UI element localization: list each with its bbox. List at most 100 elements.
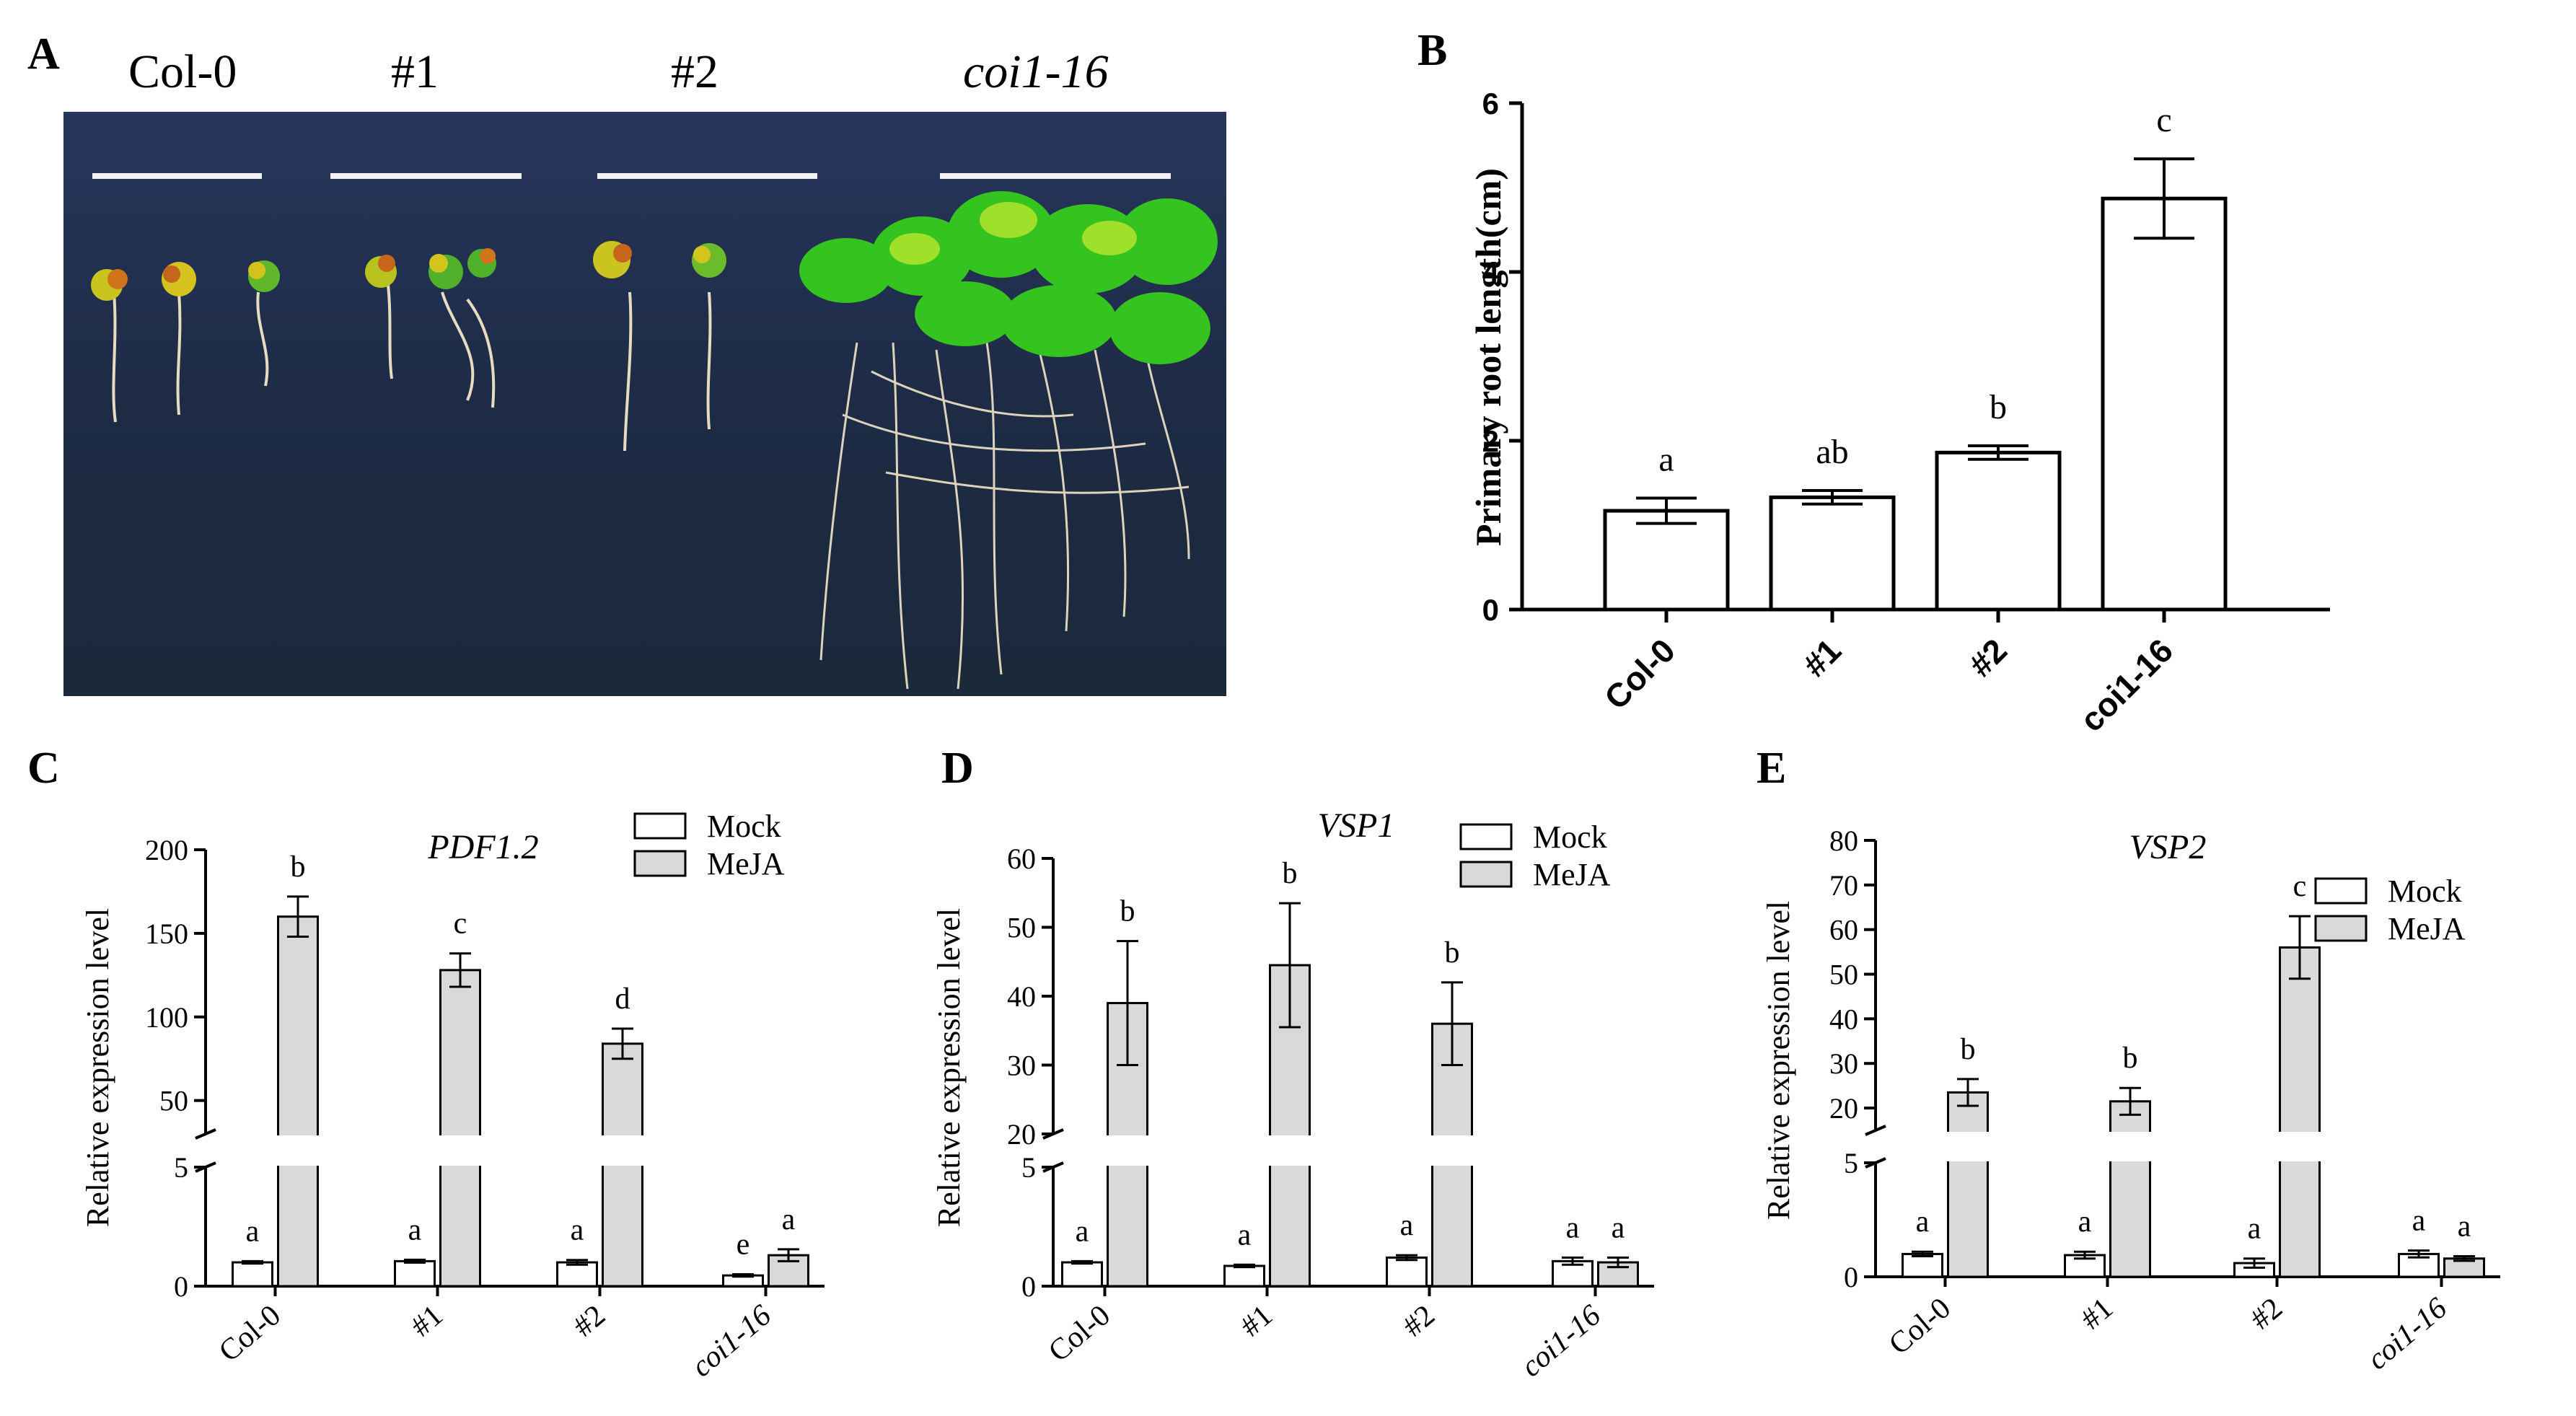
photo-label-line1: #1 bbox=[391, 45, 439, 98]
seedling-photo-drawing bbox=[63, 112, 1226, 696]
y-tick-label: 2 bbox=[1482, 424, 1499, 458]
legend-label: MeJA bbox=[1533, 857, 1611, 892]
significance-letter: b bbox=[1120, 895, 1135, 928]
chart-b: 0 2 4 6 a Col-0 ab #1 b #2 c coi1-16 Primary root le… bbox=[1468, 87, 2330, 739]
panel-b-letter: B bbox=[1417, 26, 1448, 75]
x-tick-label: Col-0 bbox=[1042, 1298, 1117, 1368]
bar-mock bbox=[1223, 1265, 1265, 1288]
panel-a-letter: A bbox=[27, 30, 60, 79]
bar-mock bbox=[232, 1261, 273, 1288]
y-axis-label: Relative expression level bbox=[80, 908, 115, 1227]
legend-swatch bbox=[633, 812, 687, 840]
significance-letter: a bbox=[1400, 1209, 1414, 1242]
scale-bar bbox=[940, 173, 1171, 179]
y-tick-label: 60 bbox=[1829, 914, 1858, 946]
significance-letter: b bbox=[1961, 1033, 1976, 1066]
significance-letter: a bbox=[2458, 1210, 2471, 1244]
chart-title: VSP1 bbox=[1318, 806, 1395, 845]
x-tick-label: coi1-16 bbox=[2361, 1291, 2453, 1376]
y-tick-label: 5 bbox=[174, 1151, 188, 1184]
legend-swatch bbox=[1459, 823, 1513, 850]
x-tick-label: Col-0 bbox=[1597, 631, 1682, 716]
x-tick-label: #1 bbox=[1795, 631, 1848, 684]
bar-meja bbox=[2279, 946, 2321, 1278]
significance-letter: b bbox=[291, 850, 306, 884]
y-tick-label: 40 bbox=[1007, 980, 1036, 1013]
x-tick-label: #2 bbox=[1961, 631, 2014, 684]
bar-mock bbox=[394, 1259, 436, 1288]
panel-e-letter: E bbox=[1757, 744, 1787, 793]
significance-letter: e bbox=[737, 1228, 750, 1262]
bar bbox=[1935, 450, 2062, 612]
significance-letter: a bbox=[1612, 1211, 1625, 1244]
axis-break-mark bbox=[195, 1128, 216, 1140]
significance-letter: c bbox=[2156, 101, 2171, 139]
bar-mock bbox=[1902, 1252, 1943, 1278]
x-tick-label: #2 bbox=[2244, 1291, 2289, 1336]
significance-letter: a bbox=[246, 1215, 260, 1248]
y-tick-label: 60 bbox=[1007, 843, 1036, 875]
bar-meja bbox=[277, 915, 319, 1288]
significance-letter: b bbox=[2123, 1042, 2138, 1075]
y-axis-label: Relative expression level bbox=[1761, 901, 1796, 1220]
chart-title: PDF1.2 bbox=[427, 828, 538, 866]
y-axis-label: Primary root length(cm) bbox=[1468, 168, 1508, 546]
y-tick-label: 20 bbox=[1007, 1118, 1036, 1151]
significance-letter: b bbox=[1990, 388, 2007, 426]
bar-mock bbox=[1061, 1261, 1103, 1288]
x-tick-label: #1 bbox=[405, 1298, 449, 1343]
significance-letter: c bbox=[2293, 870, 2307, 903]
y-tick-label: 4 bbox=[1482, 255, 1500, 289]
x-tick-label: coi1-16 bbox=[1515, 1298, 1607, 1384]
seedling-photo bbox=[63, 112, 1226, 696]
y-tick-label: 30 bbox=[1829, 1047, 1858, 1080]
scale-bar bbox=[330, 173, 522, 179]
legend-label: Mock bbox=[707, 809, 781, 844]
bar-break-gap bbox=[599, 1135, 646, 1166]
y-tick-label: 100 bbox=[145, 1001, 188, 1034]
scale-bar bbox=[92, 173, 262, 179]
legend-label: MeJA bbox=[707, 846, 785, 881]
legend-swatch bbox=[2314, 915, 2368, 942]
y-tick-label: 5 bbox=[1021, 1151, 1036, 1184]
legend-label: MeJA bbox=[2388, 911, 2466, 946]
bar bbox=[1603, 509, 1730, 612]
y-tick-label: 50 bbox=[1829, 959, 1858, 991]
significance-letter: a bbox=[1916, 1205, 1930, 1239]
significance-letter: a bbox=[1566, 1211, 1580, 1244]
photo-label-line2: #2 bbox=[671, 45, 718, 98]
bar-break-gap bbox=[1104, 1135, 1151, 1166]
y-tick-label: 0 bbox=[174, 1270, 188, 1303]
significance-letter: ab bbox=[1816, 433, 1848, 471]
legend-swatch bbox=[1459, 861, 1513, 888]
significance-letter: a bbox=[1076, 1215, 1089, 1248]
y-axis-label: Relative expression level bbox=[931, 908, 967, 1227]
chart-title: VSP2 bbox=[2129, 828, 2207, 866]
significance-letter: a bbox=[2248, 1213, 2261, 1246]
y-tick-label: 150 bbox=[145, 918, 188, 950]
chart-c: 0550100150200abCol-0ac#1ad#2eacoi1-16PDF… bbox=[80, 809, 825, 1384]
x-tick-label: coi1-16 bbox=[685, 1298, 778, 1384]
photo-label-coi1-16: coi1-16 bbox=[963, 45, 1109, 98]
legend-label: Mock bbox=[2388, 874, 2462, 909]
bar-mock bbox=[556, 1261, 598, 1288]
significance-letter: b bbox=[1445, 936, 1460, 969]
y-tick-label: 6 bbox=[1482, 87, 1499, 120]
y-tick-label: 200 bbox=[145, 834, 188, 866]
y-tick-label: 50 bbox=[159, 1085, 188, 1117]
significance-letter: c bbox=[454, 907, 467, 941]
x-tick-label: #1 bbox=[1234, 1298, 1279, 1343]
x-tick-label: Col-0 bbox=[1883, 1291, 1957, 1361]
panel-d-letter: D bbox=[941, 744, 974, 793]
bar-mock bbox=[1386, 1256, 1428, 1288]
bar-break-gap bbox=[2277, 1132, 2323, 1161]
significance-letter: b bbox=[1283, 857, 1298, 890]
bar-break-gap bbox=[437, 1135, 483, 1166]
y-tick-label: 40 bbox=[1829, 1003, 1858, 1035]
y-tick-label: 0 bbox=[1844, 1261, 1858, 1293]
scale-bar bbox=[597, 173, 817, 179]
y-tick-label: 30 bbox=[1007, 1050, 1036, 1082]
bar-break-gap bbox=[1267, 1135, 1313, 1166]
significance-letter: a bbox=[1238, 1218, 1252, 1252]
